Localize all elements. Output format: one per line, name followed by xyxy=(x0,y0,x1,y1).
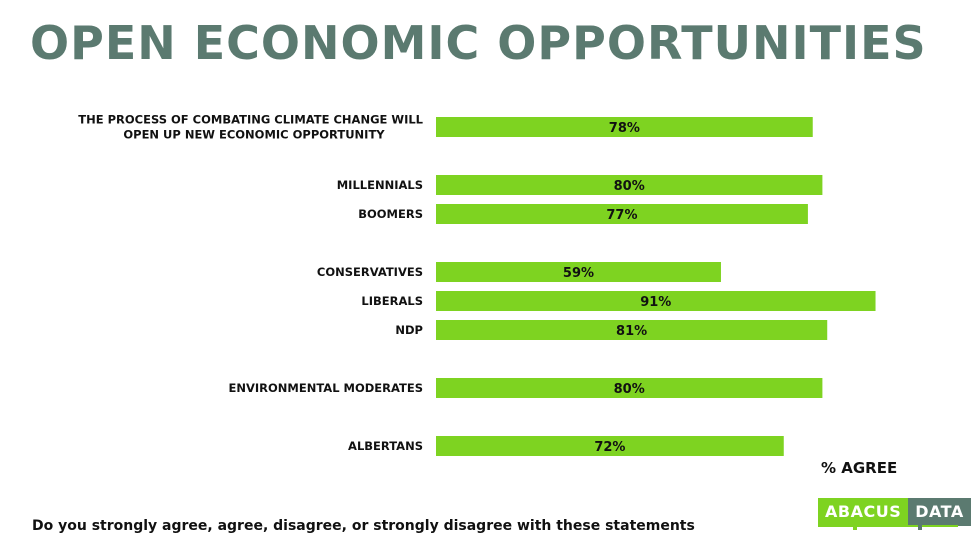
bar-2 xyxy=(436,204,808,224)
bar-0 xyxy=(436,117,813,137)
category-label-2: BOOMERS xyxy=(358,207,423,221)
page-title: OPEN ECONOMIC OPPORTUNITIES xyxy=(30,16,927,70)
logo-underline xyxy=(818,525,958,530)
question-footnote: Do you strongly agree, agree, disagree, … xyxy=(32,518,695,534)
category-label-4: LIBERALS xyxy=(361,294,423,308)
bar-value-label-6: 80% xyxy=(614,382,645,397)
logo-right: DATA xyxy=(908,498,971,526)
logo-left: ABACUS xyxy=(818,498,909,526)
bar-value-label-1: 80% xyxy=(614,179,645,194)
category-label-7: ALBERTANS xyxy=(348,439,423,453)
bar-5 xyxy=(436,320,828,340)
bar-value-label-0: 78% xyxy=(609,121,640,136)
bar-6 xyxy=(436,378,823,398)
category-label-0-line-0: THE PROCESS OF COMBATING CLIMATE CHANGE … xyxy=(78,113,423,127)
abacus-data-logo: ABACUS DATA xyxy=(818,498,971,526)
category-label-1: MILLENNIALS xyxy=(337,178,423,192)
bar-value-label-3: 59% xyxy=(563,266,594,281)
category-label-5: NDP xyxy=(395,323,423,337)
bar-value-label-4: 91% xyxy=(640,295,671,310)
bar-value-label-7: 72% xyxy=(594,440,625,455)
category-label-0-line-1: OPEN UP NEW ECONOMIC OPPORTUNITY xyxy=(123,128,385,142)
bar-7 xyxy=(436,436,784,456)
category-label-6: ENVIRONMENTAL MODERATES xyxy=(229,381,424,395)
bar-value-label-2: 77% xyxy=(606,208,637,223)
category-label-3: CONSERVATIVES xyxy=(317,265,423,279)
bar-value-label-5: 81% xyxy=(616,324,647,339)
bar-4 xyxy=(436,291,876,311)
bar-3 xyxy=(436,262,721,282)
bar-1 xyxy=(436,175,823,195)
axis-unit-label: % AGREE xyxy=(821,459,898,477)
